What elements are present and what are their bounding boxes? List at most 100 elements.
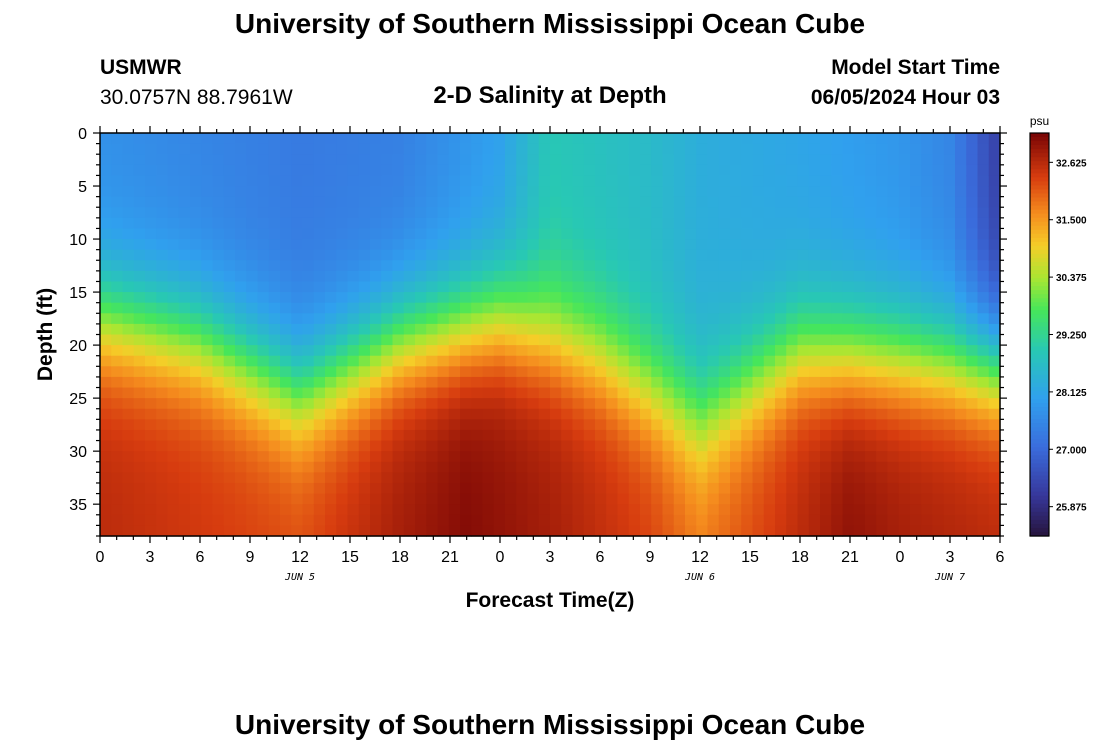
heatmap-cell (808, 313, 821, 325)
heatmap-cell (426, 493, 439, 505)
heatmap-cell (606, 249, 619, 261)
x-tick-label: 3 (546, 549, 555, 566)
heatmap-cell (831, 239, 844, 251)
heatmap-cell (955, 345, 967, 357)
heatmap-cell (268, 482, 281, 495)
heatmap-cell (853, 207, 866, 219)
heatmap-cell (977, 504, 990, 516)
heatmap-cell (448, 260, 461, 272)
heatmap-cell (471, 281, 484, 293)
heatmap-cell (538, 228, 551, 240)
heatmap-cell (381, 345, 394, 357)
heatmap-cell (876, 482, 889, 495)
heatmap-cell (696, 440, 709, 452)
heatmap-cell (808, 175, 821, 187)
heatmap-cell (898, 217, 911, 230)
heatmap-cell (313, 133, 326, 145)
heatmap-cell (853, 186, 866, 198)
heatmap-cell (853, 133, 866, 145)
heatmap-cell (415, 207, 427, 219)
heatmap-cell (741, 292, 754, 304)
heatmap-cell (381, 398, 394, 410)
heatmap-cell (403, 334, 416, 346)
heatmap-cell (460, 207, 472, 219)
heatmap-cell (898, 249, 911, 261)
heatmap-cell (988, 143, 1001, 155)
heatmap-cell (955, 143, 967, 155)
heatmap-cell (763, 133, 776, 145)
heatmap-cell (302, 514, 315, 526)
heatmap-cell (268, 143, 281, 155)
heatmap-cell (516, 493, 529, 505)
heatmap-cell (808, 440, 821, 452)
heatmap-cell (718, 281, 731, 293)
heatmap-cell (640, 504, 652, 516)
heatmap-cell (235, 323, 247, 336)
heatmap-cell (167, 143, 180, 155)
heatmap-cell (583, 323, 596, 336)
heatmap-cell (482, 398, 495, 410)
heatmap-cell (606, 323, 619, 336)
heatmap-cell (100, 217, 112, 230)
heatmap-cell (943, 482, 956, 495)
colorbar-segment (1030, 370, 1049, 376)
heatmap-cell (358, 217, 371, 230)
heatmap-cell (347, 482, 360, 495)
heatmap-cell (831, 345, 844, 357)
heatmap-cell (370, 440, 382, 452)
heatmap-cell (392, 334, 405, 346)
colorbar-segment (1030, 326, 1049, 332)
heatmap-cell (595, 228, 607, 240)
heatmap-cell (392, 175, 405, 187)
heatmap-cell (212, 376, 225, 389)
heatmap-cell (448, 175, 461, 187)
heatmap-cell (718, 249, 731, 261)
heatmap-cell (842, 345, 855, 357)
heatmap-cell (212, 196, 225, 208)
heatmap-cell (550, 260, 562, 272)
heatmap-cell (685, 419, 697, 431)
heatmap-cell (943, 196, 956, 208)
heatmap-cell (347, 451, 360, 463)
heatmap-cell (516, 482, 529, 495)
heatmap-cell (325, 504, 337, 516)
heatmap-cell (966, 154, 979, 166)
heatmap-cell (482, 133, 495, 145)
heatmap-cell (887, 461, 900, 473)
heatmap-cell (235, 355, 247, 367)
heatmap-cell (921, 217, 934, 230)
heatmap-cell (122, 175, 135, 187)
heatmap-cell (741, 525, 754, 537)
heatmap-cell (628, 186, 641, 198)
heatmap-cell (797, 408, 810, 420)
heatmap-cell (122, 270, 135, 283)
heatmap-cell (145, 461, 157, 473)
heatmap-cell (685, 482, 697, 495)
heatmap-cell (302, 175, 315, 187)
heatmap-cell (831, 419, 844, 431)
heatmap-cell (865, 334, 877, 346)
heatmap-cell (910, 281, 922, 293)
heatmap-cell (617, 504, 630, 516)
heatmap-cell (516, 355, 529, 367)
heatmap-cell (190, 143, 202, 155)
heatmap-cell (381, 260, 394, 272)
heatmap-cell (921, 281, 934, 293)
heatmap-cell (460, 419, 472, 431)
heatmap-cell (291, 228, 304, 240)
heatmap-cell (932, 366, 945, 378)
heatmap-cell (325, 239, 337, 251)
heatmap-cell (977, 292, 990, 304)
heatmap-cell (898, 440, 911, 452)
heatmap-cell (966, 302, 979, 314)
heatmap-cell (628, 345, 641, 357)
heatmap-cell (898, 493, 911, 505)
heatmap-cell (426, 504, 439, 516)
heatmap-cell (392, 133, 405, 145)
heatmap-cell (223, 419, 236, 431)
heatmap-cell (212, 154, 225, 166)
heatmap-cell (876, 164, 889, 177)
heatmap-cell (955, 249, 967, 261)
heatmap-cell (201, 366, 214, 378)
